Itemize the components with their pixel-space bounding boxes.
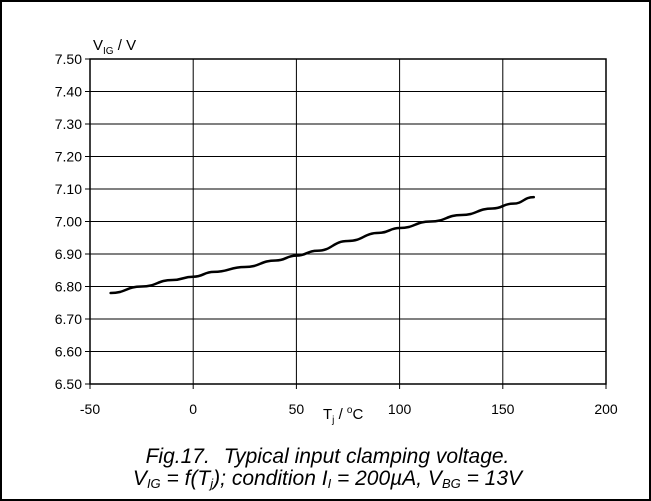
y-tick-label: 7.00 — [55, 214, 82, 230]
y-axis-label: VIG / V — [93, 37, 136, 57]
series-layer — [109, 195, 536, 295]
grid-lines — [89, 58, 607, 385]
series-line — [109, 195, 536, 295]
x-axis-ticks: -50 0 50 100 150 200 — [80, 384, 618, 417]
figure-caption-line-2: VIG = f(Tj); condition II = 200µA, VBG =… — [2, 468, 651, 495]
caption-subscript: BG — [441, 476, 461, 491]
x-tick-label: 50 — [289, 401, 305, 417]
y-tick-label: 6.80 — [55, 279, 82, 295]
y-tick-label: 7.20 — [55, 149, 82, 165]
x-tick-label: 100 — [388, 401, 412, 417]
caption-part: = f(T — [160, 467, 211, 490]
y-axis-ticks: 6.50 6.60 6.70 6.80 6.90 7.00 7.10 7.20 7.30 7.40… — [55, 51, 90, 392]
x-tick-label: -50 — [80, 401, 100, 417]
y-tick-label: 6.90 — [55, 246, 82, 262]
y-tick-label: 6.50 — [55, 376, 82, 392]
caption-part: V — [132, 467, 147, 490]
x-tick-label: 200 — [594, 401, 618, 417]
figure-number: Fig.17. — [145, 445, 210, 468]
y-tick-label: 7.40 — [55, 84, 82, 100]
chart-plot: 6.50 6.60 6.70 6.80 6.90 7.00 7.10 7.20 7.30 7.40… — [55, 37, 618, 426]
y-tick-label: 7.30 — [55, 116, 82, 132]
figure-title: Typical input clamping voltage. — [223, 445, 510, 468]
caption-subscript: j — [210, 476, 214, 491]
caption-part: = 13V — [460, 467, 523, 490]
x-axis-label: Tj / oC — [323, 405, 363, 426]
x-tick-label: 150 — [491, 401, 515, 417]
y-tick-label: 7.50 — [55, 51, 82, 67]
caption-subscript: IG — [146, 476, 161, 491]
x-tick-label: 0 — [189, 401, 197, 417]
figure-caption-line-1: Fig.17. Typical input clamping voltage. — [2, 446, 651, 468]
caption-part: = 200µA, V — [331, 467, 442, 490]
y-tick-label: 7.10 — [55, 181, 82, 197]
caption-subscript: I — [327, 476, 332, 491]
y-tick-label: 6.70 — [55, 311, 82, 327]
caption-part: ); condition I — [213, 467, 328, 490]
y-tick-label: 6.60 — [55, 344, 82, 360]
